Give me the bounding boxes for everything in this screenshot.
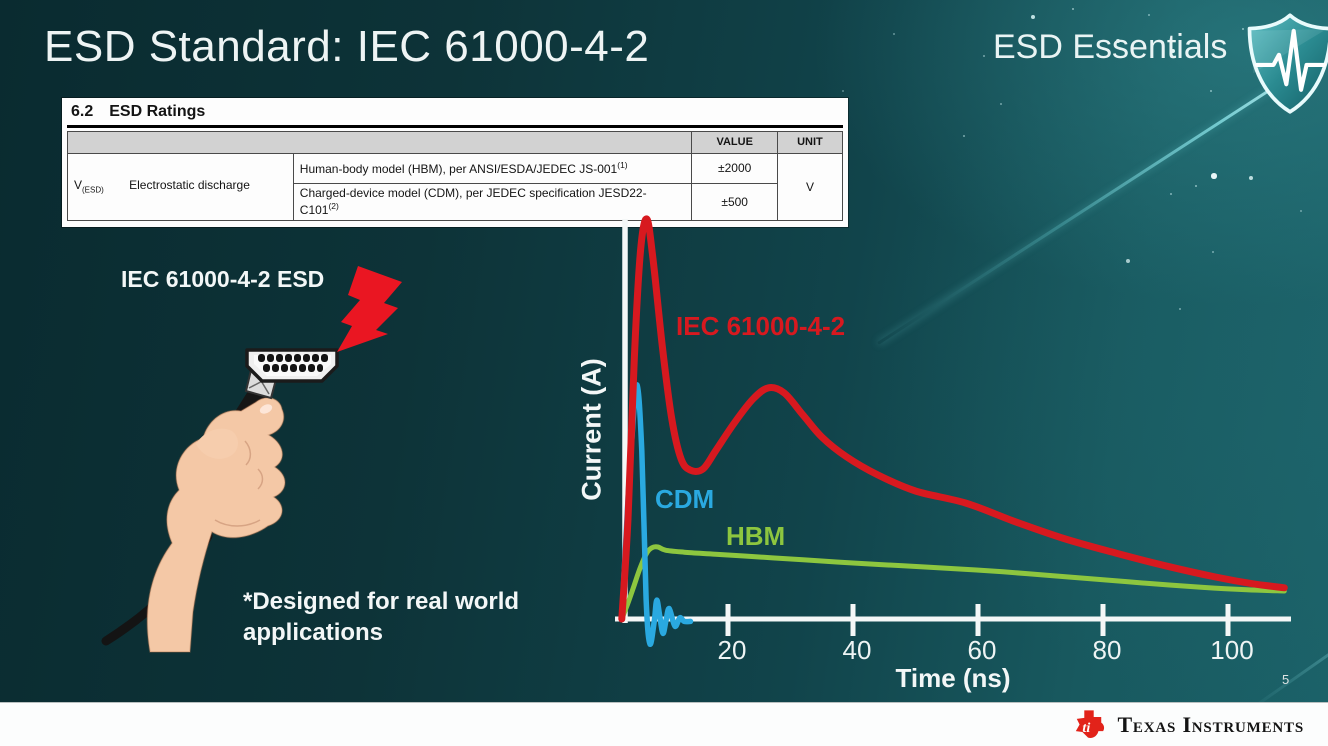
unit-cell: V: [776, 153, 844, 221]
hdmi-connector: [244, 348, 339, 400]
series-label-iec-61000-4-2: IEC 61000-4-2: [676, 311, 846, 341]
parameter-name: Electrostatic discharge: [129, 178, 250, 193]
x-tick-label: 80: [1093, 635, 1122, 665]
footer-brand: Texas Instruments: [1117, 711, 1304, 737]
x-tick-label: 60: [968, 635, 997, 665]
cdm-description: Charged-device model (CDM), per JEDEC sp…: [292, 183, 693, 221]
x-tick-label: 100: [1210, 635, 1253, 665]
lightning-bolt-icon: [337, 266, 402, 352]
shield-pulse-icon: [1247, 13, 1328, 114]
cdm-value: ±500: [691, 183, 778, 221]
curve-hbm: [619, 544, 1287, 622]
symbol: V(ESD): [74, 178, 104, 195]
x-tick-label: 20: [718, 635, 747, 665]
x-axis-ticks: 20 40 60 80 100: [718, 604, 1254, 665]
ti-logo-icon: ti: [1076, 710, 1105, 739]
x-tick-label: 40: [843, 635, 872, 665]
fingernail: [259, 404, 273, 414]
slide-title: ESD Standard: IEC 61000-4-2: [44, 22, 650, 71]
table-row: V(ESD) Electrostatic discharge Human-bod…: [67, 153, 844, 221]
series-label-cdm: CDM: [655, 484, 715, 514]
table-section-heading: 6.2 ESD Ratings: [67, 101, 843, 128]
section-number: 6.2: [71, 103, 94, 120]
table-row: Charged-device model (CDM), per JEDEC sp…: [68, 183, 843, 221]
y-axis-label: Current (A): [576, 358, 607, 501]
x-axis-label: Time (ns): [895, 663, 1011, 693]
footer-bar: ti Texas Instruments: [0, 702, 1328, 746]
hand-illustration: [146, 397, 286, 653]
ratings-table: VALUE UNIT V(ESD) Electrostatic discharg…: [66, 131, 844, 221]
illustration-label: IEC 61000-4-2 ESD: [121, 266, 325, 292]
esd-essentials-label: ESD Essentials: [993, 28, 1228, 66]
parameter-cell: V(ESD) Electrostatic discharge: [67, 153, 294, 221]
page-number: 5: [1282, 672, 1290, 687]
curve-iec-61000-4-2: [618, 215, 1288, 623]
hbm-description: Human-body model (HBM), per ANSI/ESDA/JE…: [292, 153, 693, 184]
waveform-curves: [618, 215, 1288, 647]
section-title: ESD Ratings: [109, 103, 206, 120]
svg-text:ti: ti: [1083, 720, 1091, 736]
header-unit: UNIT: [776, 131, 844, 154]
series-label-hbm: HBM: [726, 521, 786, 551]
caption-note: *Designed for real world applications: [243, 588, 520, 646]
esd-ratings-table: 6.2 ESD Ratings VALUE UNIT V(ESD) Electr…: [62, 98, 848, 227]
hbm-value: ±2000: [691, 153, 778, 184]
